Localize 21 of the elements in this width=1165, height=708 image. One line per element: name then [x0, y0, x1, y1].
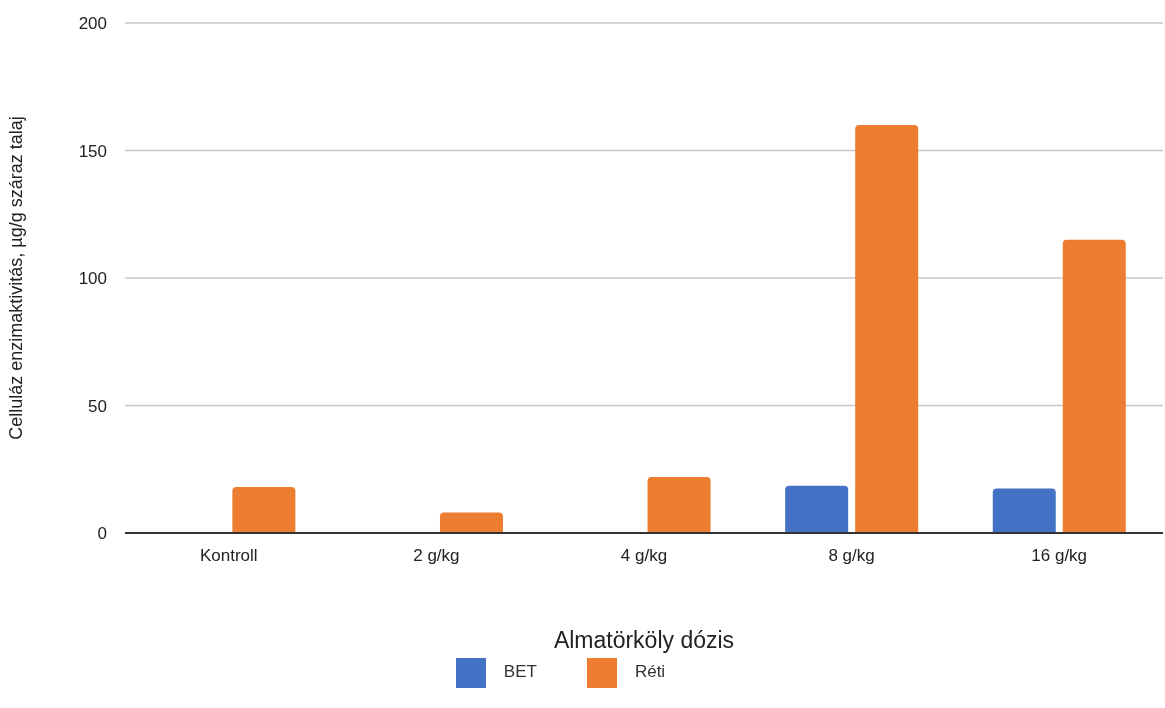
- y-tick-label: 0: [97, 524, 107, 544]
- bar: [1062, 239, 1126, 533]
- legend-label: Réti: [634, 662, 666, 682]
- bar: [647, 476, 711, 533]
- bar: [439, 512, 503, 533]
- x-tick-label: 16 g/kg: [1031, 546, 1088, 566]
- y-tick-label: 100: [78, 269, 107, 289]
- bar: [785, 485, 849, 533]
- x-tick-label: 4 g/kg: [620, 546, 668, 566]
- bar: [855, 125, 919, 533]
- x-tick-label: 2 g/kg: [413, 546, 460, 566]
- y-tick-label: 200: [78, 14, 107, 34]
- y-tick-label: 50: [88, 396, 107, 416]
- y-axis-title: Celluláz enzimaktivitás, µg/g száraz talaj: [6, 116, 27, 440]
- x-tick-label: Kontroll: [199, 546, 258, 566]
- x-tick-label: 8 g/kg: [828, 546, 875, 566]
- legend-label: BET: [503, 662, 537, 682]
- bar: [992, 488, 1056, 533]
- y-tick-label: 150: [78, 141, 107, 161]
- x-axis-title: Almatörköly dózis: [553, 627, 735, 653]
- bar: [232, 487, 296, 533]
